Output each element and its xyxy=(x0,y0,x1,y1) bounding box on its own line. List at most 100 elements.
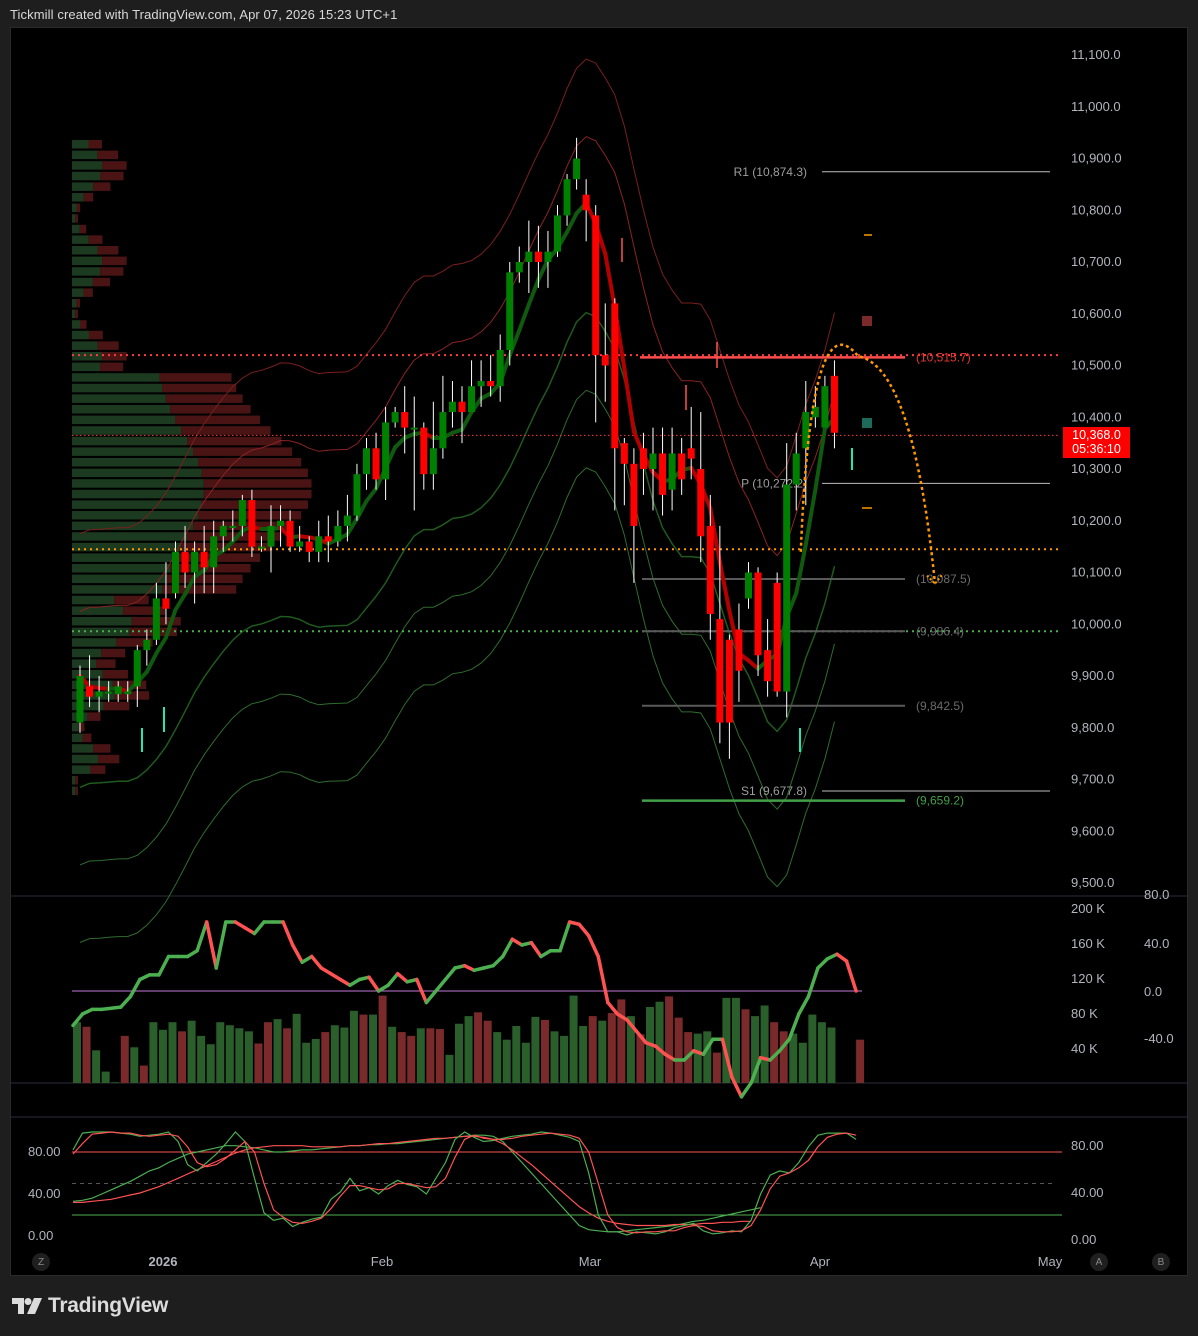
tradingview-wordmark: TradingView xyxy=(48,1294,169,1317)
candle xyxy=(439,375,447,459)
moving-average-segment xyxy=(813,426,827,492)
oscillator-line xyxy=(281,920,295,947)
moving-average-segment xyxy=(460,410,474,432)
candle-body xyxy=(172,551,179,594)
moving-average-segment xyxy=(717,560,732,613)
candle-body xyxy=(735,629,743,671)
candle xyxy=(649,427,657,511)
level-label: (10,087.5) xyxy=(916,572,971,586)
candle xyxy=(821,375,829,428)
oscillator-line xyxy=(395,972,409,984)
tradingview-logo: TradingView xyxy=(12,1294,168,1318)
volume-bar xyxy=(626,1016,635,1083)
candle-body xyxy=(783,484,791,692)
volume-bar xyxy=(407,1035,416,1083)
price-axis-tick: 10,400.0 xyxy=(1071,409,1122,424)
candle xyxy=(76,665,84,733)
pivot-label-s1: S1 (9,677.8) xyxy=(741,784,807,798)
candle-body xyxy=(515,262,523,273)
oscillator-line xyxy=(214,920,228,970)
candle xyxy=(238,494,246,537)
candle-body xyxy=(773,582,781,692)
candle-body xyxy=(611,303,619,449)
candle xyxy=(124,681,132,702)
oscillator-axis-tick: 40.0 xyxy=(1144,936,1169,951)
moving-average-segment xyxy=(163,607,178,640)
candle xyxy=(687,406,695,480)
candle xyxy=(458,386,466,444)
volume-bar xyxy=(273,1019,282,1083)
volume-axis-tick: 80 K xyxy=(1071,1006,1098,1021)
marker-square xyxy=(862,418,872,428)
candle xyxy=(296,525,304,552)
oscillator-line xyxy=(204,920,218,970)
candle xyxy=(372,432,380,490)
level-label: (9,659.2) xyxy=(916,794,964,808)
candle-body xyxy=(821,386,829,428)
price-axis-tick: 10,300.0 xyxy=(1071,461,1122,476)
oscillator-line xyxy=(615,1012,629,1022)
level-label: (9,842.5) xyxy=(916,699,964,713)
stoch-axis-tick-left: 80.00 xyxy=(28,1144,61,1159)
zoom-reset-button[interactable]: Z xyxy=(32,1253,50,1271)
oscillator-line xyxy=(634,1029,648,1045)
auto-scale-button[interactable]: A xyxy=(1090,1253,1108,1271)
volume-bar xyxy=(321,1032,330,1083)
oscillator-line xyxy=(415,977,429,1005)
candle xyxy=(611,298,619,511)
volume-bar xyxy=(674,1017,683,1083)
moving-average-segment xyxy=(183,574,197,597)
moving-average-segment xyxy=(364,486,379,504)
volume-bar xyxy=(283,1028,292,1083)
moving-average-segment xyxy=(794,542,808,596)
volume-bar xyxy=(560,1035,569,1083)
candle xyxy=(143,629,151,666)
volume-bar xyxy=(540,1019,549,1083)
candle-body xyxy=(257,546,265,549)
upper-band-outer xyxy=(79,58,835,535)
pivot-label-p: P (10,272.2) xyxy=(741,476,807,490)
pivot-label-r1: R1 (10,874.3) xyxy=(734,165,807,179)
candle-body xyxy=(286,520,294,547)
oscillator-line xyxy=(138,973,152,982)
stoch-slow-k xyxy=(72,1134,761,1233)
moving-average-segment xyxy=(708,506,722,565)
candle-body xyxy=(315,536,323,552)
candle xyxy=(229,510,237,542)
candle xyxy=(191,541,199,604)
volume-bar xyxy=(82,1026,91,1083)
stoch-axis-tick-right: 0.00 xyxy=(1071,1232,1096,1247)
candle xyxy=(277,505,285,547)
volume-bar xyxy=(254,1043,263,1083)
price-axis-tick: 9,700.0 xyxy=(1071,772,1114,787)
volume-bar xyxy=(158,1029,167,1083)
candle-body xyxy=(324,536,332,542)
candle xyxy=(544,230,552,288)
candle xyxy=(506,262,514,366)
candle-body xyxy=(448,401,456,413)
candle xyxy=(515,246,523,283)
volume-bar xyxy=(731,997,740,1083)
stoch-slow-d xyxy=(73,1135,752,1227)
volume-bar xyxy=(168,1022,177,1083)
volume-bar xyxy=(665,996,674,1083)
oscillator-line xyxy=(816,957,830,970)
candle-body xyxy=(668,453,676,490)
candle xyxy=(668,427,676,511)
candle xyxy=(324,515,332,563)
volume-bar xyxy=(244,1031,253,1083)
candle xyxy=(200,525,208,594)
candle-body xyxy=(410,427,418,430)
moving-average-segment xyxy=(144,651,159,674)
price-axis-tick: 9,900.0 xyxy=(1071,668,1114,683)
candle xyxy=(305,536,313,563)
volume-bar xyxy=(521,1042,530,1083)
candle xyxy=(410,396,418,511)
log-scale-button[interactable]: B xyxy=(1152,1253,1170,1271)
oscillator-line xyxy=(768,1049,782,1062)
oscillator-line xyxy=(319,966,333,976)
volume-bar xyxy=(101,1071,110,1083)
candle xyxy=(391,406,399,428)
oscillator-line xyxy=(586,934,600,959)
